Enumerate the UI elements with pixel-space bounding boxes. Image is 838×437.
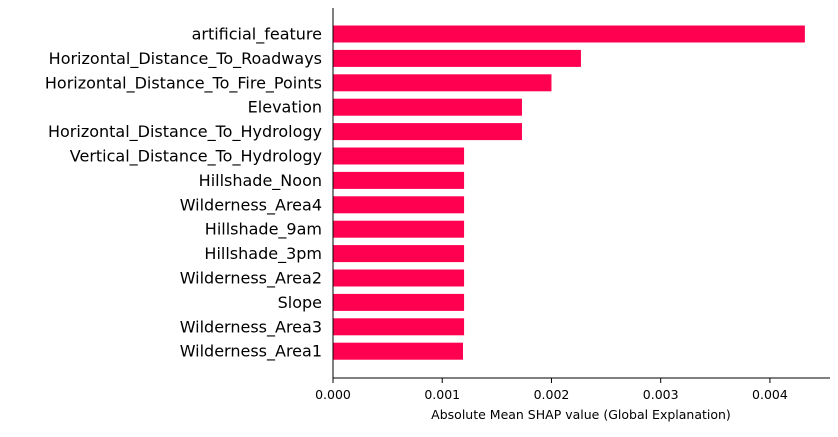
- category-label-12: Wilderness_Area3: [180, 317, 322, 337]
- bar-0: [333, 25, 805, 43]
- category-label-10: Wilderness_Area2: [180, 269, 322, 289]
- bar-12: [333, 318, 465, 336]
- bar-13: [333, 342, 463, 360]
- x-axis-title: Absolute Mean SHAP value (Global Explana…: [431, 407, 731, 422]
- bar-4: [333, 123, 522, 141]
- category-label-3: Elevation: [248, 98, 322, 117]
- category-label-1: Horizontal_Distance_To_Roadways: [49, 49, 322, 69]
- category-label-7: Wilderness_Area4: [180, 195, 322, 215]
- x-tick-label-4: 0.004: [752, 387, 788, 402]
- bars-group: [333, 25, 805, 360]
- category-label-5: Vertical_Distance_To_Hydrology: [70, 147, 322, 167]
- bar-3: [333, 98, 522, 116]
- category-label-8: Hillshade_9am: [205, 220, 322, 240]
- category-label-0: artificial_feature: [192, 25, 322, 45]
- category-labels-group: artificial_feature Horizontal_Distance_To…: [45, 25, 322, 362]
- bar-1: [333, 49, 581, 67]
- x-ticks-group: 0.000 0.001 0.002 0.003 0.004: [315, 378, 788, 402]
- x-tick-label-2: 0.002: [534, 387, 570, 402]
- bar-6: [333, 171, 465, 189]
- bar-7: [333, 196, 465, 214]
- category-label-6: Hillshade_Noon: [199, 171, 322, 191]
- bar-10: [333, 269, 465, 287]
- x-tick-label-3: 0.003: [643, 387, 679, 402]
- category-label-11: Slope: [278, 293, 322, 312]
- bar-9: [333, 245, 465, 263]
- category-label-13: Wilderness_Area1: [180, 342, 322, 362]
- category-label-2: Horizontal_Distance_To_Fire_Points: [45, 73, 322, 93]
- bar-2: [333, 74, 552, 92]
- x-tick-label-1: 0.001: [424, 387, 460, 402]
- category-label-9: Hillshade_3pm: [204, 244, 322, 264]
- x-tick-label-0: 0.000: [315, 387, 351, 402]
- bar-5: [333, 147, 465, 165]
- bar-11: [333, 293, 465, 311]
- bar-8: [333, 220, 465, 238]
- category-label-4: Horizontal_Distance_To_Hydrology: [48, 122, 322, 142]
